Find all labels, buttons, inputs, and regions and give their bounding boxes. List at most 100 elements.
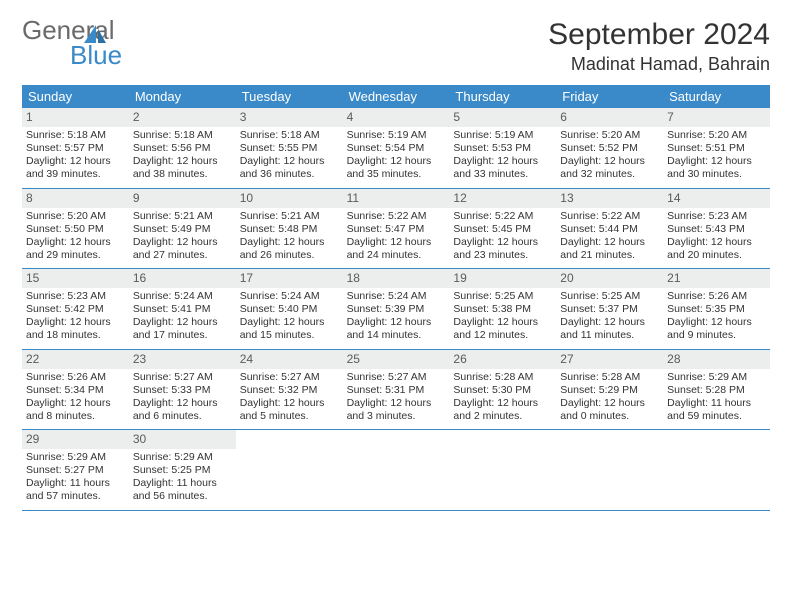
sunrise-line: Sunrise: 5:27 AM <box>240 371 339 384</box>
daylight-line: Daylight: 12 hours and 24 minutes. <box>347 236 446 262</box>
day-number: 19 <box>449 269 556 288</box>
sunset-line: Sunset: 5:45 PM <box>453 223 552 236</box>
sunset-line: Sunset: 5:37 PM <box>560 303 659 316</box>
sunrise-line: Sunrise: 5:28 AM <box>453 371 552 384</box>
daylight-line: Daylight: 12 hours and 38 minutes. <box>133 155 232 181</box>
sunset-line: Sunset: 5:50 PM <box>26 223 125 236</box>
daylight-line: Daylight: 12 hours and 20 minutes. <box>667 236 766 262</box>
day-number: 24 <box>236 350 343 369</box>
daylight-line: Daylight: 12 hours and 26 minutes. <box>240 236 339 262</box>
sunrise-line: Sunrise: 5:19 AM <box>453 129 552 142</box>
calendar-day: 18Sunrise: 5:24 AMSunset: 5:39 PMDayligh… <box>343 269 450 349</box>
empty-cell <box>663 430 770 510</box>
day-number: 11 <box>343 189 450 208</box>
calendar-week: 8Sunrise: 5:20 AMSunset: 5:50 PMDaylight… <box>22 189 770 270</box>
daylight-line: Daylight: 12 hours and 15 minutes. <box>240 316 339 342</box>
day-number: 6 <box>556 108 663 127</box>
sunrise-line: Sunrise: 5:28 AM <box>560 371 659 384</box>
calendar-day: 28 Sunrise: 5:29 AMSunset: 5:28 PMDayligh… <box>663 350 770 430</box>
day-number: 25 <box>343 350 450 369</box>
sunset-line: Sunset: 5:43 PM <box>667 223 766 236</box>
day-number: 23 <box>129 350 236 369</box>
sunset-line: Sunset: 5:52 PM <box>560 142 659 155</box>
daylight-line: Daylight: 12 hours and 17 minutes. <box>133 316 232 342</box>
daylight-line: Daylight: 11 hours and 56 minutes. <box>133 477 232 503</box>
sunset-line: Sunset: 5:42 PM <box>26 303 125 316</box>
day-number: 28 <box>663 350 770 369</box>
daylight-line: Daylight: 12 hours and 36 minutes. <box>240 155 339 181</box>
header: General Blue September 2024 Madinat Hama… <box>22 18 770 75</box>
empty-cell <box>556 430 663 510</box>
sunset-line: Sunset: 5:57 PM <box>26 142 125 155</box>
day-number: 8 <box>22 189 129 208</box>
daylight-line: Daylight: 12 hours and 29 minutes. <box>26 236 125 262</box>
dow-header: Monday <box>129 85 236 108</box>
logo: General Blue <box>22 18 108 67</box>
sunset-line: Sunset: 5:41 PM <box>133 303 232 316</box>
calendar-day: 9Sunrise: 5:21 AMSunset: 5:49 PMDaylight… <box>129 189 236 269</box>
sunrise-line: Sunrise: 5:18 AM <box>26 129 125 142</box>
daylight-line: Daylight: 12 hours and 3 minutes. <box>347 397 446 423</box>
dow-row: SundayMondayTuesdayWednesdayThursdayFrid… <box>22 85 770 108</box>
sunrise-line: Sunrise: 5:22 AM <box>560 210 659 223</box>
sunrise-line: Sunrise: 5:29 AM <box>133 451 232 464</box>
sunset-line: Sunset: 5:54 PM <box>347 142 446 155</box>
calendar-day: 12Sunrise: 5:22 AMSunset: 5:45 PMDayligh… <box>449 189 556 269</box>
dow-header: Wednesday <box>343 85 450 108</box>
day-number: 15 <box>22 269 129 288</box>
daylight-line: Daylight: 12 hours and 14 minutes. <box>347 316 446 342</box>
sunset-line: Sunset: 5:30 PM <box>453 384 552 397</box>
day-number: 3 <box>236 108 343 127</box>
calendar-day: 8Sunrise: 5:20 AMSunset: 5:50 PMDaylight… <box>22 189 129 269</box>
day-number: 16 <box>129 269 236 288</box>
dow-header: Saturday <box>663 85 770 108</box>
sunrise-line: Sunrise: 5:26 AM <box>26 371 125 384</box>
sunset-line: Sunset: 5:34 PM <box>26 384 125 397</box>
sunset-line: Sunset: 5:56 PM <box>133 142 232 155</box>
sunset-line: Sunset: 5:47 PM <box>347 223 446 236</box>
calendar-day: 26 Sunrise: 5:28 AMSunset: 5:30 PMDayligh… <box>449 350 556 430</box>
calendar-day: 13Sunrise: 5:22 AMSunset: 5:44 PMDayligh… <box>556 189 663 269</box>
sunrise-line: Sunrise: 5:22 AM <box>453 210 552 223</box>
sunrise-line: Sunrise: 5:22 AM <box>347 210 446 223</box>
calendar-day: 27Sunrise: 5:28 AMSunset: 5:29 PMDayligh… <box>556 350 663 430</box>
day-number: 9 <box>129 189 236 208</box>
calendar-day: 20Sunrise: 5:25 AMSunset: 5:37 PMDayligh… <box>556 269 663 349</box>
calendar-day: 3Sunrise: 5:18 AMSunset: 5:55 PMDaylight… <box>236 108 343 188</box>
calendar-day: 29Sunrise: 5:29 AMSunset: 5:27 PMDayligh… <box>22 430 129 510</box>
calendar-day: 5Sunrise: 5:19 AMSunset: 5:53 PMDaylight… <box>449 108 556 188</box>
calendar-day: 16Sunrise: 5:24 AMSunset: 5:41 PMDayligh… <box>129 269 236 349</box>
sunrise-line: Sunrise: 5:24 AM <box>347 290 446 303</box>
sunset-line: Sunset: 5:28 PM <box>667 384 766 397</box>
calendar-day: 21Sunrise: 5:26 AMSunset: 5:35 PMDayligh… <box>663 269 770 349</box>
day-number: 27 <box>556 350 663 369</box>
day-number: 26 <box>449 350 556 369</box>
calendar-weeks: 1Sunrise: 5:18 AMSunset: 5:57 PMDaylight… <box>22 108 770 511</box>
calendar-day: 11 Sunrise: 5:22 AMSunset: 5:47 PMDayligh… <box>343 189 450 269</box>
daylight-line: Daylight: 12 hours and 39 minutes. <box>26 155 125 181</box>
sunset-line: Sunset: 5:31 PM <box>347 384 446 397</box>
daylight-line: Daylight: 12 hours and 33 minutes. <box>453 155 552 181</box>
daylight-line: Daylight: 12 hours and 11 minutes. <box>560 316 659 342</box>
month-title: September 2024 <box>548 18 770 52</box>
sunset-line: Sunset: 5:29 PM <box>560 384 659 397</box>
daylight-line: Daylight: 11 hours and 59 minutes. <box>667 397 766 423</box>
day-number: 18 <box>343 269 450 288</box>
calendar-day: 2Sunrise: 5:18 AMSunset: 5:56 PMDaylight… <box>129 108 236 188</box>
sunrise-line: Sunrise: 5:23 AM <box>26 290 125 303</box>
day-number: 29 <box>22 430 129 449</box>
day-number: 30 <box>129 430 236 449</box>
empty-cell <box>449 430 556 510</box>
dow-header: Sunday <box>22 85 129 108</box>
calendar-day: 15Sunrise: 5:23 AMSunset: 5:42 PMDayligh… <box>22 269 129 349</box>
calendar: SundayMondayTuesdayWednesdayThursdayFrid… <box>22 85 770 511</box>
day-number: 12 <box>449 189 556 208</box>
daylight-line: Daylight: 12 hours and 2 minutes. <box>453 397 552 423</box>
sunrise-line: Sunrise: 5:29 AM <box>667 371 766 384</box>
calendar-day: 1 Sunrise: 5:18 AMSunset: 5:57 PMDaylight… <box>22 108 129 188</box>
day-number: 17 <box>236 269 343 288</box>
day-number: 1 <box>22 108 129 127</box>
calendar-day: 7Sunrise: 5:20 AMSunset: 5:51 PMDaylight… <box>663 108 770 188</box>
day-number: 14 <box>663 189 770 208</box>
dow-header: Friday <box>556 85 663 108</box>
